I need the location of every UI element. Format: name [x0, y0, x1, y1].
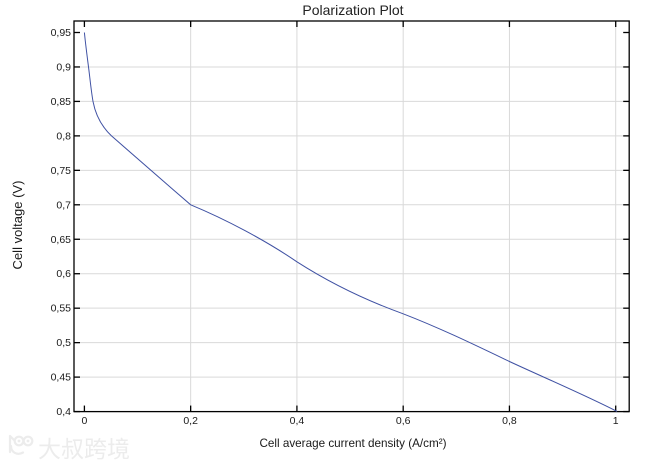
- svg-text:0,75: 0,75: [51, 165, 72, 177]
- svg-text:0: 0: [81, 415, 87, 427]
- svg-text:0,7: 0,7: [56, 199, 71, 211]
- svg-text:0,85: 0,85: [51, 96, 72, 108]
- svg-text:0,6: 0,6: [396, 415, 411, 427]
- svg-text:0,8: 0,8: [56, 130, 71, 142]
- svg-text:0,5: 0,5: [56, 337, 71, 349]
- svg-text:0,95: 0,95: [51, 27, 72, 39]
- svg-text:0,9: 0,9: [56, 62, 71, 74]
- svg-text:0,4: 0,4: [56, 406, 71, 418]
- svg-text:大叔跨境: 大叔跨境: [38, 436, 130, 462]
- svg-text:Cell average current density (: Cell average current density (A/cm²): [259, 437, 446, 450]
- svg-text:0,8: 0,8: [502, 415, 517, 427]
- svg-text:0,2: 0,2: [183, 415, 198, 427]
- svg-text:0,6: 0,6: [56, 268, 71, 280]
- svg-text:Polarization Plot: Polarization Plot: [302, 2, 403, 18]
- svg-text:0,4: 0,4: [290, 415, 305, 427]
- svg-text:1: 1: [613, 415, 619, 427]
- svg-text:Cell voltage (V): Cell voltage (V): [10, 181, 25, 270]
- svg-text:0,55: 0,55: [51, 303, 72, 315]
- svg-text:0,45: 0,45: [51, 372, 72, 384]
- svg-text:0,65: 0,65: [51, 234, 72, 246]
